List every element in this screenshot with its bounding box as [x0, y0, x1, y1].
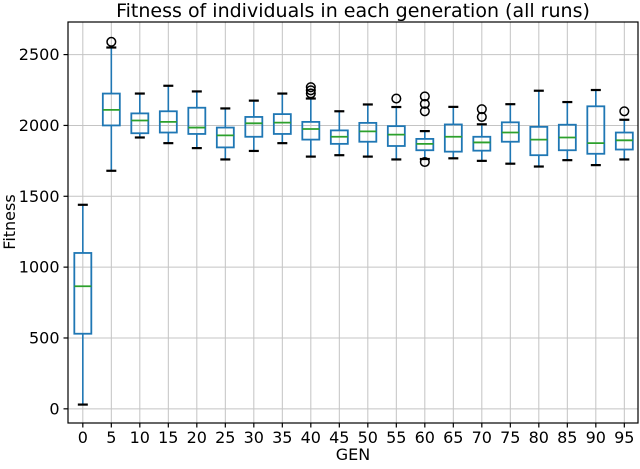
outlier-point [419, 91, 430, 102]
x-tick-label: 10 [130, 428, 150, 447]
outlier-point [391, 93, 402, 104]
boxplot-gen-60 [415, 91, 435, 168]
outlier-point [419, 106, 430, 117]
y-tick-label: 500 [29, 328, 60, 347]
x-tick-label: 75 [500, 428, 520, 447]
x-tick-label: 65 [443, 428, 463, 447]
outlier-point [619, 106, 630, 117]
x-tick-label: 40 [301, 428, 321, 447]
boxplot-gen-25 [215, 107, 235, 161]
boxplot-gen-65 [443, 105, 463, 160]
x-tick-label: 90 [586, 428, 606, 447]
x-axis-label: GEN [335, 445, 371, 464]
outlier-point [106, 36, 117, 47]
y-tick-label: 0 [49, 399, 59, 418]
x-tick-label: 70 [472, 428, 492, 447]
x-tick-label: 0 [78, 428, 88, 447]
x-tick-label: 5 [106, 428, 116, 447]
boxplot-gen-35 [272, 92, 292, 145]
x-axis-ticks: 0 5 10 15 20 25 30 35 40 45 50 55 60 65 70 75 80 85 90 95 [78, 423, 634, 447]
boxplot-gen-45 [329, 110, 349, 157]
outlier-point [305, 85, 316, 96]
y-tick-label: 1500 [19, 187, 60, 206]
boxplot-gen-80 [529, 89, 549, 168]
x-tick-label: 55 [386, 428, 406, 447]
outlier-point [476, 104, 487, 115]
outlier-point [476, 111, 487, 122]
outlier-point [305, 88, 316, 99]
boxplot-gen-15 [158, 84, 178, 145]
y-tick-label: 2500 [19, 45, 60, 64]
boxplot-gen-0 [73, 203, 93, 406]
boxplot-gen-40 [301, 82, 321, 158]
x-tick-label: 85 [557, 428, 577, 447]
outlier-point [305, 82, 316, 93]
y-tick-label: 2000 [19, 116, 60, 135]
gridlines [68, 22, 638, 423]
outlier-point [419, 98, 430, 109]
boxplot-gen-55 [386, 93, 406, 161]
x-tick-label: 35 [272, 428, 292, 447]
boxplot-gen-20 [187, 90, 207, 150]
x-tick-label: 80 [529, 428, 549, 447]
boxplot-gen-70 [472, 104, 492, 162]
boxplot-gen-5 [101, 36, 121, 172]
x-tick-label: 15 [158, 428, 178, 447]
x-tick-label: 45 [329, 428, 349, 447]
plot-spines [67, 21, 639, 424]
x-tick-label: 20 [187, 428, 207, 447]
boxplot-gen-75 [500, 103, 520, 165]
boxplot-gen-90 [586, 88, 606, 167]
boxplot-gen-30 [244, 99, 264, 153]
boxplot-gen-50 [358, 103, 378, 158]
y-axis-label: Fitness [0, 194, 19, 250]
x-tick-label: 60 [415, 428, 435, 447]
boxplot-gen-10 [130, 92, 150, 139]
y-tick-label: 1000 [19, 258, 60, 277]
x-tick-label: 50 [358, 428, 378, 447]
y-axis-ticks: 0 500 1000 1500 2000 2500 [19, 45, 68, 418]
chart-title: Fitness of individuals in each generatio… [116, 0, 590, 22]
x-tick-label: 95 [614, 428, 634, 447]
x-tick-label: 30 [244, 428, 264, 447]
outlier-point [419, 156, 430, 168]
boxplot-gen-85 [557, 100, 577, 162]
x-tick-label: 25 [215, 428, 235, 447]
boxplot-gen-95 [614, 106, 634, 161]
